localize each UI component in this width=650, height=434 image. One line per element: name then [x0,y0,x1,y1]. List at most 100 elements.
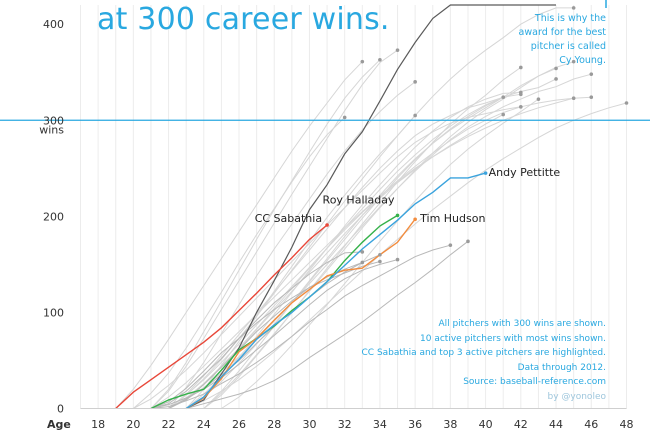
pitcher-line [115,61,363,409]
source-line: Source: baseball-reference.com [463,377,606,387]
x-tick-label: 20 [126,418,140,431]
pitcher-line [150,59,381,409]
end-marker [519,105,523,109]
end-marker [413,80,417,84]
end-marker [519,65,523,70]
pitcher-line [185,115,416,409]
x-tick-label: 24 [197,418,211,431]
pitcher-line [168,81,416,409]
y-tick-label: 400 [43,18,64,31]
x-tick-label: 44 [549,418,563,431]
x-axis-title: Age [47,418,71,431]
300-wins-reference [0,0,650,121]
y-tick-label: 200 [43,210,64,223]
note-line: CC Sabathia and top 3 active pitchers ar… [361,348,606,358]
end-marker [536,97,541,101]
note-line: Data through 2012. [517,362,606,373]
pitcher-line [185,96,504,409]
active-pitcher-line [150,244,451,409]
x-tick-label: 26 [232,418,246,431]
pitcher-line [221,98,539,409]
y-tick-label: 300 [43,114,64,127]
end-marker [360,59,365,64]
highlight-line [185,172,486,410]
axes: 18 20 22 24 26 28 30 32 34 36 38 40 42 44 46 48 Age 0 100 2… [39,18,633,431]
annotation-line: Cy Young. [559,55,606,66]
pitcher-line [168,73,592,409]
annotation-line: This is why the [534,13,606,24]
end-marker [378,57,382,62]
end-marker [395,48,400,52]
x-tick-label: 28 [267,418,281,431]
end-marker [378,259,382,264]
x-tick-label: 18 [91,418,105,431]
end-marker [501,95,506,100]
end-marker [395,257,400,262]
pitcher-line [168,97,574,409]
x-tick-label: 38 [443,418,457,431]
end-marker [589,72,594,76]
highlight-end-marker [395,213,400,218]
active-pitcher-line [186,240,469,409]
other-pitcher-lines [115,7,627,409]
highlight-line [115,224,328,410]
end-marker [554,77,558,81]
highlight-end-marker [325,223,329,227]
cy-young-annotation: This is why the award for the best pitch… [456,12,606,68]
x-tick-label: 36 [408,418,422,431]
end-marker [571,96,576,100]
pitcher-line [203,67,557,409]
x-tick-label: 40 [479,418,493,431]
active-pitcher-line [150,251,363,409]
active-pitcher-line [150,261,381,409]
pitcher-line [150,49,398,409]
end-marker [624,101,629,105]
end-marker [360,250,365,254]
x-tick-label: 48 [620,418,634,431]
x-tick-label: 32 [338,418,352,431]
end-marker [501,112,506,117]
end-marker [589,95,594,100]
series-label: Roy Halladay [323,193,395,206]
end-marker [571,59,576,64]
y-tick-label: 100 [43,306,64,319]
x-tick-label: 22 [162,418,176,431]
end-marker [413,113,417,118]
end-marker [342,115,347,120]
annotation-line: pitcher is called [530,41,606,52]
active-pitcher-line [150,259,398,409]
pitcher-line [132,117,346,409]
note-line: All pitchers with 300 wins are shown. [438,319,606,329]
end-marker [554,66,558,71]
y-axis-unit-label: wins [39,123,64,136]
end-marker [448,243,453,247]
series-label: Andy Pettitte [489,166,561,179]
cy-young-series [185,4,556,410]
annotation-line: award for the best [518,27,606,38]
end-marker [466,239,470,244]
pitcher-line [203,66,522,409]
x-tick-label: 42 [514,418,528,431]
credit-line: by @yonoleo [547,391,607,402]
chart-notes: All pitchers with 300 wins are shown. 10… [306,317,606,404]
end-marker [519,90,523,95]
end-markers [325,6,629,265]
x-tick-label: 46 [584,418,598,431]
headline: at 300 career wins. [97,2,390,37]
series-label: CC Sabathia [255,212,322,225]
x-tick-label: 30 [302,418,316,431]
highlight-line [150,214,398,410]
end-marker [378,252,382,257]
note-line: 10 active pitchers with most wins shown. [420,333,606,344]
pitcher-line [168,78,557,409]
highlight-end-marker [483,171,488,175]
cy-young-line [185,4,556,410]
x-tick-label: 34 [373,418,387,431]
highlighted-pitcher-lines [115,172,486,410]
active-pitcher-lines [150,240,469,409]
series-label: Tim Hudson [419,212,485,225]
end-marker [360,260,365,265]
y-tick-label: 0 [57,403,64,416]
